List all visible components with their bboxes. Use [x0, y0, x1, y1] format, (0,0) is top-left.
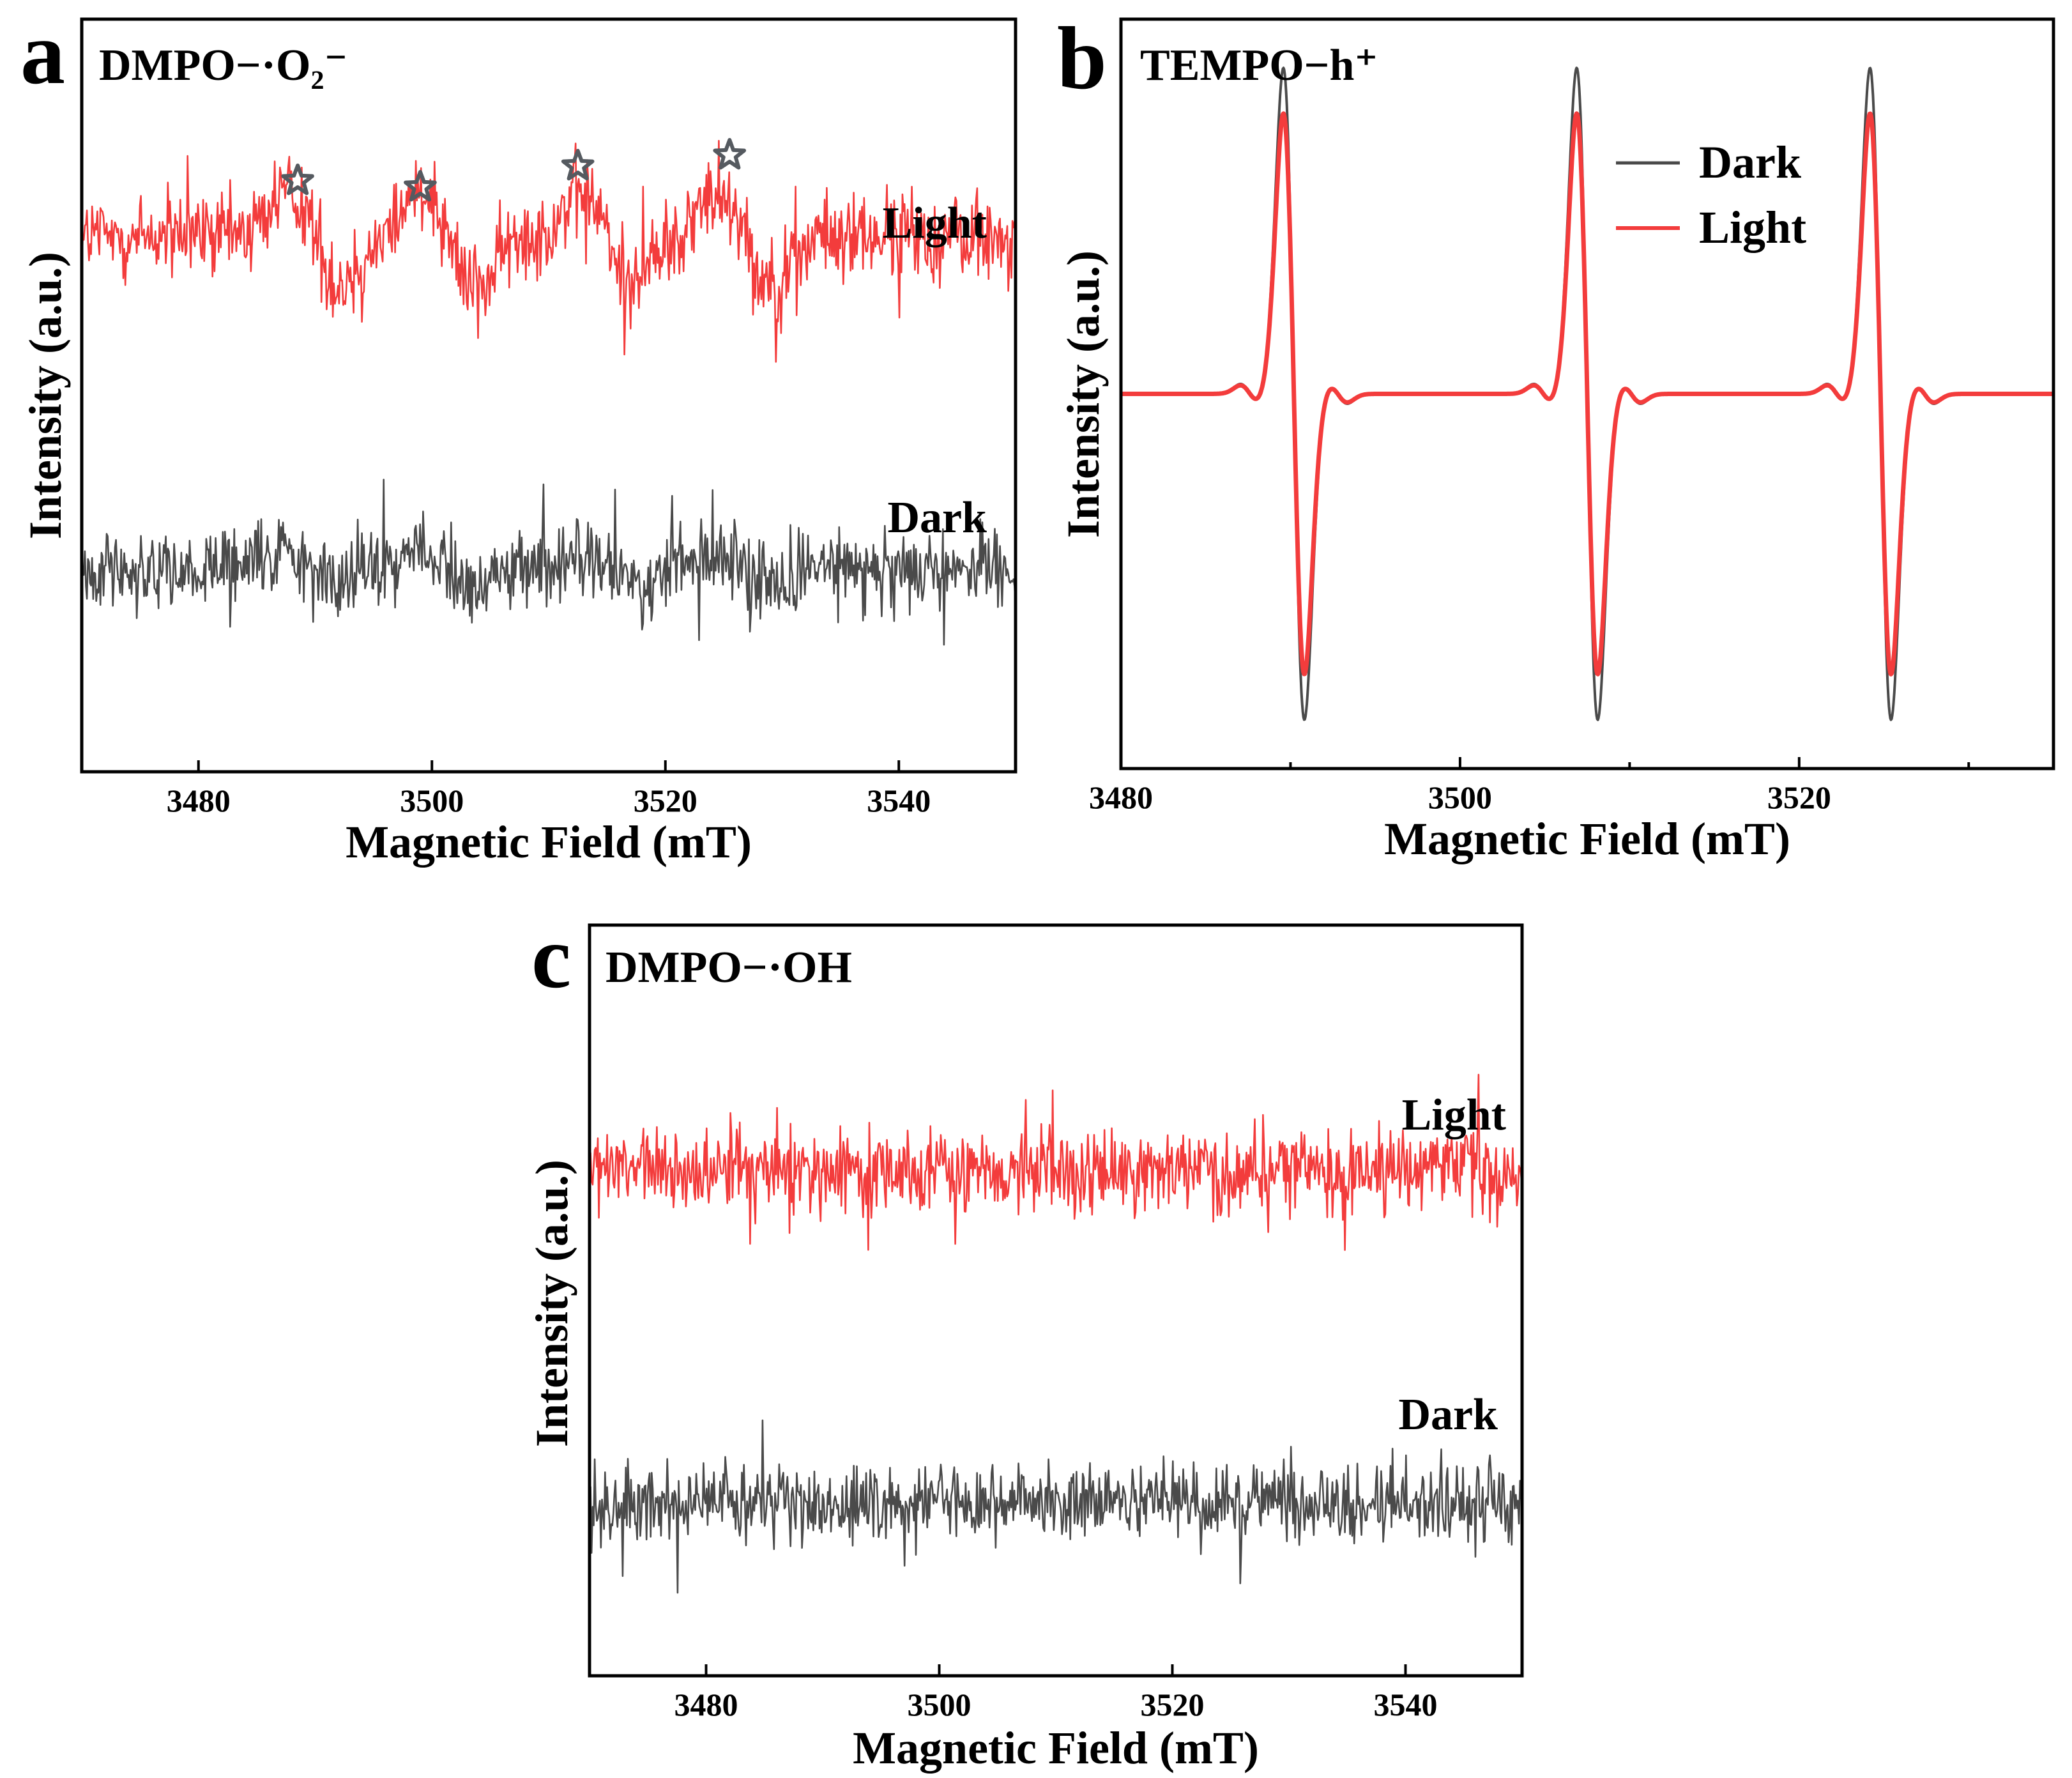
panel-b: b 3480 3500 3520 TEMPO−h⁺ Dark Light Magne… [1057, 9, 2055, 864]
c-trace-dark [588, 1419, 1523, 1594]
a-peak-star-2 [404, 170, 437, 202]
legend-dark-label: Dark [1699, 137, 1801, 188]
b-x-axis-title: Magnetic Field (mT) [1384, 813, 1790, 864]
b-y-axis-title: Intensity (a.u.) [1058, 250, 1109, 538]
a-x-tick-label-3520: 3520 [634, 783, 697, 818]
c-traces [588, 1073, 1523, 1594]
c-x-tick-label-3540: 3540 [1374, 1687, 1438, 1722]
b-x-tick-label-3480: 3480 [1089, 779, 1153, 815]
b-traces [1119, 66, 2055, 721]
a-x-tick-label-3540: 3540 [867, 783, 931, 818]
a-light-label: Light [883, 199, 987, 248]
a-x-ticks: 3480 3500 3520 3540 [167, 760, 931, 818]
panel-letter-c: c [531, 908, 571, 1007]
a-plot-frame [80, 17, 1017, 774]
a-x-axis-title: Magnetic Field (mT) [346, 816, 752, 868]
c-x-tick-label-3520: 3520 [1141, 1687, 1205, 1722]
c-plot-frame [588, 923, 1524, 1678]
a-x-tick-label-3480: 3480 [167, 783, 231, 818]
a-peak-star-4 [713, 138, 747, 170]
panel-letter-a: a [20, 4, 65, 103]
c-x-axis-title: Magnetic Field (mT) [853, 1722, 1259, 1774]
c-x-ticks: 3480 3500 3520 3540 [674, 1664, 1438, 1722]
panel-letter-b: b [1057, 9, 1107, 108]
c-panel-title: DMPO−·OH [606, 943, 852, 992]
a-panel-title: DMPO−·O₂⁻ [99, 41, 347, 90]
b-x-tick-label-3520: 3520 [1767, 779, 1831, 815]
c-x-tick-label-3500: 3500 [908, 1687, 971, 1722]
a-dark-label: Dark [887, 493, 987, 542]
panel-c: c 3480 3500 3520 3540 DMPO−·OH Light Dark M… [526, 908, 1524, 1774]
b-plot-frame [1119, 17, 2055, 770]
b-trace-light [1119, 111, 2055, 677]
c-dark-label: Dark [1398, 1390, 1498, 1439]
c-y-axis-title: Intensity (a.u.) [526, 1160, 577, 1447]
c-trace-light [588, 1073, 1523, 1251]
c-x-tick-label-3480: 3480 [674, 1687, 738, 1722]
a-trace-light [80, 140, 1017, 363]
a-peak-star-3 [561, 149, 595, 181]
b-legend: Dark Light [1616, 137, 1806, 253]
b-x-tick-label-3500: 3500 [1428, 779, 1492, 815]
a-x-tick-label-3500: 3500 [400, 783, 464, 818]
legend-light-label: Light [1699, 202, 1806, 253]
b-x-ticks: 3480 3500 3520 [1089, 757, 1970, 815]
a-trace-dark [80, 479, 1017, 646]
a-peak-star-1 [281, 164, 314, 195]
a-stars [281, 138, 747, 202]
b-panel-title: TEMPO−h⁺ [1140, 41, 1378, 90]
panel-a: a 3480 3500 3520 3540 DMPO−·O₂⁻ Light Dark … [20, 4, 1017, 868]
a-traces [80, 140, 1017, 646]
a-y-axis-title: Intensity (a.u.) [20, 252, 71, 539]
c-light-label: Light [1402, 1091, 1506, 1140]
